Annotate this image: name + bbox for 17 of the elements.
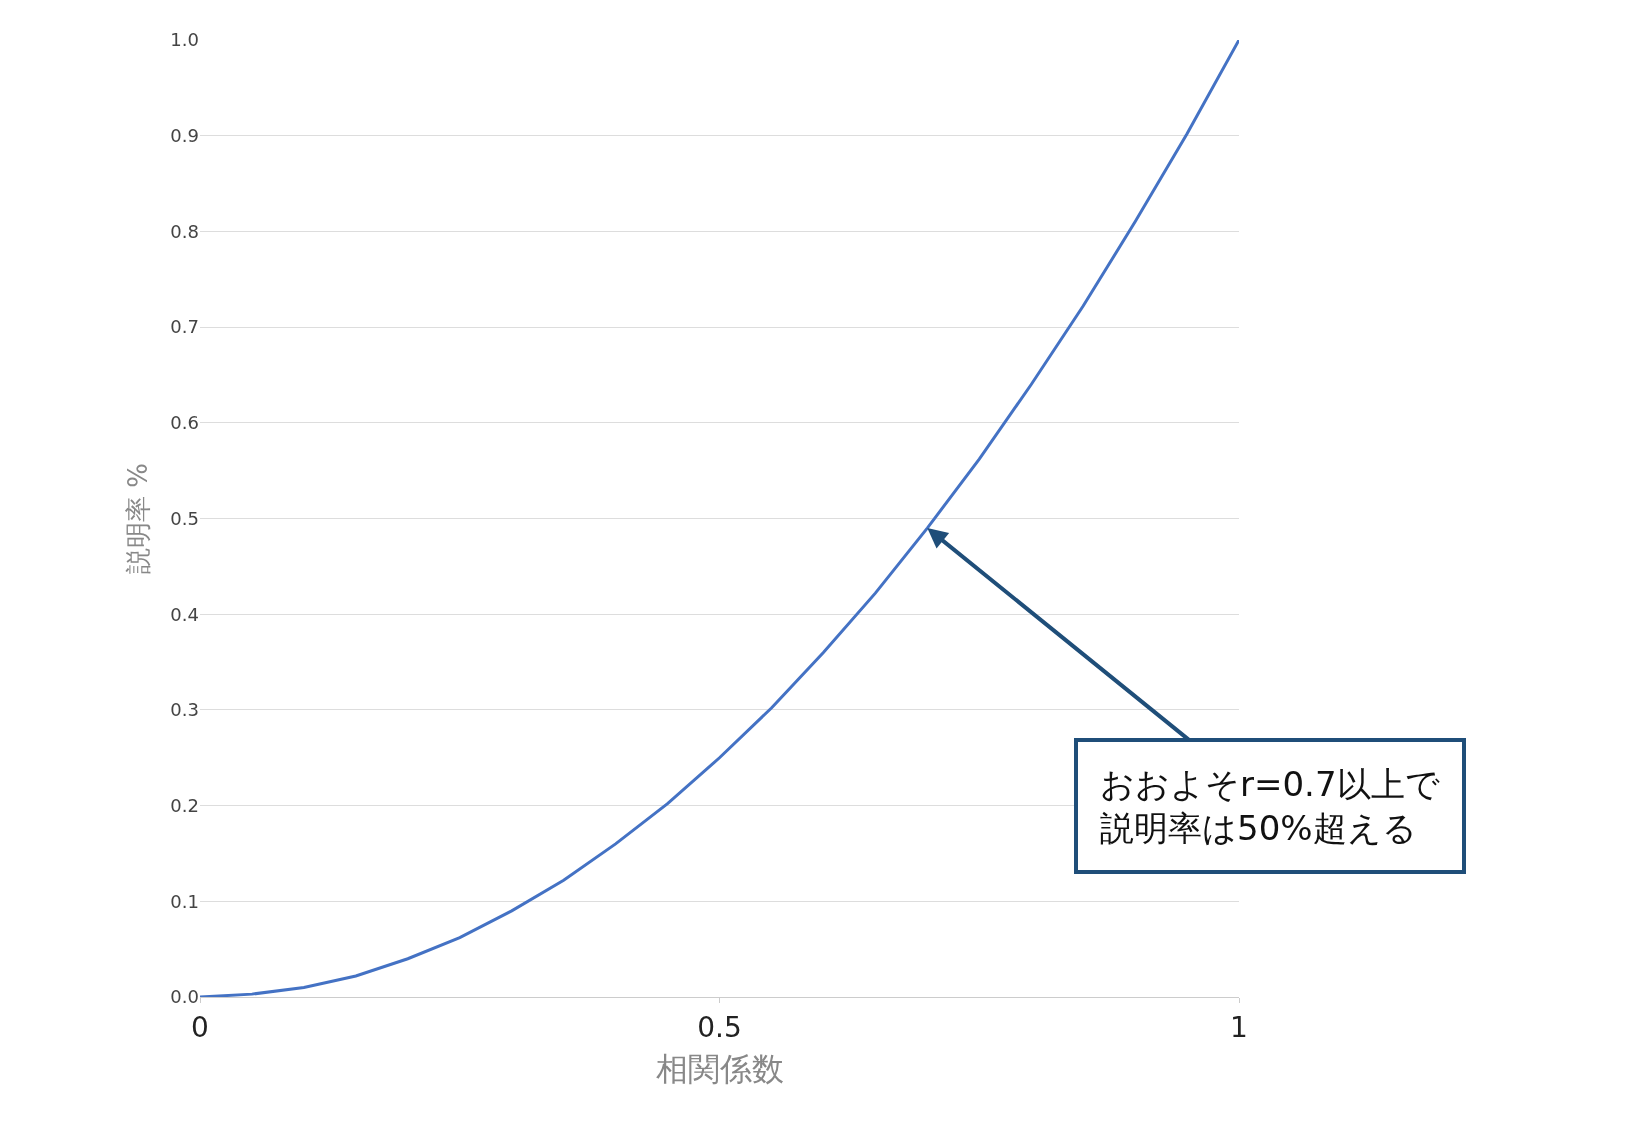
y-tick-label: 0.2 — [170, 794, 199, 816]
y-tick-label: 0.6 — [170, 412, 199, 434]
x-tick-label: 0.5 — [697, 1010, 742, 1044]
x-axis-title: 相関係数 — [655, 1050, 784, 1089]
y-axis-title: 説明率 % — [122, 463, 153, 574]
y-tick-label: 0.1 — [170, 890, 199, 912]
y-tick-label: 0.0 — [170, 986, 199, 1008]
x-tick-label: 0 — [191, 1010, 209, 1044]
y-tick-label: 0.3 — [170, 699, 199, 721]
y-tick-label: 0.4 — [170, 603, 199, 625]
y-tick-label: 0.7 — [170, 316, 199, 338]
x-tick-label: 1 — [1230, 1010, 1248, 1044]
y-tick-label: 0.8 — [170, 220, 199, 242]
y-tick-label: 1.0 — [170, 29, 199, 51]
y-tick-label: 0.9 — [170, 125, 199, 146]
annotation: おおよそr=0.7以上で説明率は50%超える — [1100, 764, 1440, 849]
y-tick-label: 0.5 — [170, 507, 199, 529]
